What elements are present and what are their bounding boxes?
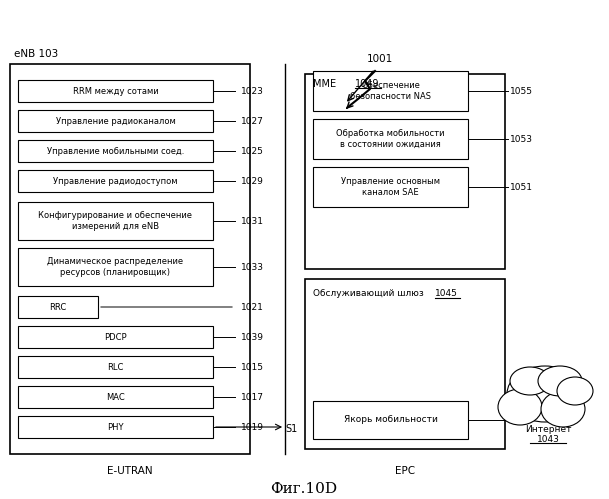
Text: PDCP: PDCP bbox=[104, 332, 127, 341]
FancyBboxPatch shape bbox=[305, 74, 505, 269]
FancyBboxPatch shape bbox=[313, 71, 468, 111]
Ellipse shape bbox=[541, 391, 585, 427]
FancyBboxPatch shape bbox=[18, 386, 213, 408]
Text: 1027: 1027 bbox=[241, 116, 264, 126]
FancyBboxPatch shape bbox=[18, 416, 213, 438]
FancyBboxPatch shape bbox=[18, 80, 213, 102]
Text: 1023: 1023 bbox=[241, 86, 264, 95]
Text: 1039: 1039 bbox=[241, 332, 264, 341]
Text: 1021: 1021 bbox=[241, 302, 264, 311]
Text: 1043: 1043 bbox=[537, 435, 560, 444]
Text: Интернет: Интернет bbox=[525, 425, 571, 434]
Text: 1019: 1019 bbox=[241, 423, 264, 432]
Text: eNB 103: eNB 103 bbox=[14, 49, 58, 59]
Text: 1051: 1051 bbox=[510, 183, 533, 192]
Text: 1045: 1045 bbox=[435, 289, 458, 298]
Ellipse shape bbox=[498, 389, 542, 425]
Text: 1001: 1001 bbox=[367, 54, 393, 64]
Text: MAC: MAC bbox=[106, 393, 125, 402]
Text: Якорь мобильности: Якорь мобильности bbox=[343, 416, 437, 425]
FancyBboxPatch shape bbox=[313, 401, 468, 439]
Text: Фиг.10D: Фиг.10D bbox=[270, 482, 337, 496]
Text: E-UTRAN: E-UTRAN bbox=[107, 466, 153, 476]
Ellipse shape bbox=[510, 367, 550, 395]
Text: 1029: 1029 bbox=[241, 177, 264, 186]
Text: Обслуживающий шлюз: Обслуживающий шлюз bbox=[313, 289, 424, 298]
Text: 1015: 1015 bbox=[241, 362, 264, 371]
FancyBboxPatch shape bbox=[18, 296, 98, 318]
FancyBboxPatch shape bbox=[10, 64, 250, 454]
Text: 1017: 1017 bbox=[241, 393, 264, 402]
FancyBboxPatch shape bbox=[18, 110, 213, 132]
FancyBboxPatch shape bbox=[313, 119, 468, 159]
Text: MME: MME bbox=[313, 79, 336, 89]
Text: Управление радиоканалом: Управление радиоканалом bbox=[55, 116, 175, 126]
Text: 1031: 1031 bbox=[241, 217, 264, 226]
Text: Управление мобильными соед.: Управление мобильными соед. bbox=[47, 147, 184, 156]
Text: Управление радиодоступом: Управление радиодоступом bbox=[53, 177, 178, 186]
Text: PHY: PHY bbox=[107, 423, 124, 432]
Text: RLC: RLC bbox=[107, 362, 124, 371]
Text: S1: S1 bbox=[285, 424, 297, 434]
Text: 1025: 1025 bbox=[241, 147, 264, 156]
FancyBboxPatch shape bbox=[18, 248, 213, 286]
Text: Управление основным
каналом SAE: Управление основным каналом SAE bbox=[341, 177, 440, 197]
FancyBboxPatch shape bbox=[18, 356, 213, 378]
FancyBboxPatch shape bbox=[18, 202, 213, 240]
FancyBboxPatch shape bbox=[313, 167, 468, 207]
Ellipse shape bbox=[557, 377, 593, 405]
Text: Конфигурирование и обеспечение
измерений для eNB: Конфигурирование и обеспечение измерений… bbox=[38, 211, 192, 231]
Text: Обработка мобильности
в состоянии ожидания: Обработка мобильности в состоянии ожидан… bbox=[336, 129, 445, 149]
Text: 1055: 1055 bbox=[510, 86, 533, 95]
FancyBboxPatch shape bbox=[18, 140, 213, 162]
FancyBboxPatch shape bbox=[18, 326, 213, 348]
Text: Динамическое распределение
ресурсов (планировщик): Динамическое распределение ресурсов (пла… bbox=[48, 257, 183, 277]
Text: 1047: 1047 bbox=[510, 416, 533, 425]
FancyBboxPatch shape bbox=[305, 279, 505, 449]
Text: 1053: 1053 bbox=[510, 135, 533, 144]
Text: EPC: EPC bbox=[395, 466, 415, 476]
Ellipse shape bbox=[538, 366, 582, 396]
Text: 1033: 1033 bbox=[241, 262, 264, 271]
Text: RRM между сотами: RRM между сотами bbox=[72, 86, 158, 95]
Text: RRC: RRC bbox=[49, 302, 66, 311]
Text: Обеспечение
безопасности NAS: Обеспечение безопасности NAS bbox=[350, 81, 431, 101]
Ellipse shape bbox=[507, 366, 583, 422]
Text: 1049: 1049 bbox=[355, 79, 379, 89]
FancyBboxPatch shape bbox=[18, 170, 213, 192]
